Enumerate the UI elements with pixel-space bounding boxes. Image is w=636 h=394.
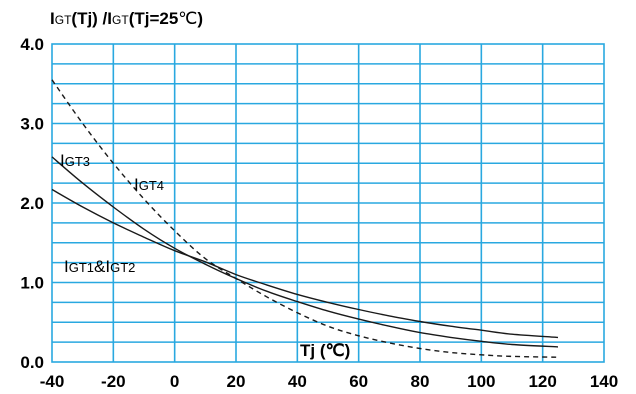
x-tick-labels: -40 -20 0 20 40 60 80 100 120 140 — [40, 372, 618, 391]
series-line-igt4 — [51, 79, 559, 358]
series-label-igt1-igt2: IGT1&IGT2 — [64, 257, 135, 276]
y-tick-label: 1.0 — [20, 274, 44, 293]
x-tick-label: 100 — [467, 372, 495, 391]
series-line-igt3 — [51, 156, 559, 348]
x-tick-label: 60 — [349, 372, 368, 391]
plot-frame — [51, 43, 605, 363]
x-tick-label: -40 — [40, 372, 65, 391]
x-tick-label: 120 — [528, 372, 556, 391]
series-label-igt3: IGT3 — [60, 151, 90, 170]
x-tick-label: -20 — [101, 372, 126, 391]
x-axis-label: Tj (℃) — [300, 341, 350, 360]
chart-title: IGT(Tj) /IGT(Tj=25℃) — [50, 9, 203, 28]
series-label-igt4: IGT4 — [134, 175, 164, 194]
series-layer — [51, 79, 559, 358]
x-tick-label: 140 — [590, 372, 618, 391]
y-tick-label: 2.0 — [20, 194, 44, 213]
y-tick-label: 3.0 — [20, 115, 44, 134]
x-tick-label: 20 — [227, 372, 246, 391]
x-tick-label: 80 — [411, 372, 430, 391]
x-tick-label: 40 — [288, 372, 307, 391]
grid — [52, 44, 604, 362]
y-tick-labels: 0.0 1.0 2.0 3.0 4.0 — [20, 35, 44, 372]
y-tick-label: 0.0 — [20, 353, 44, 372]
x-tick-label: 0 — [170, 372, 179, 391]
y-tick-label: 4.0 — [20, 35, 44, 54]
series-line-igt1-igt2 — [51, 188, 559, 339]
